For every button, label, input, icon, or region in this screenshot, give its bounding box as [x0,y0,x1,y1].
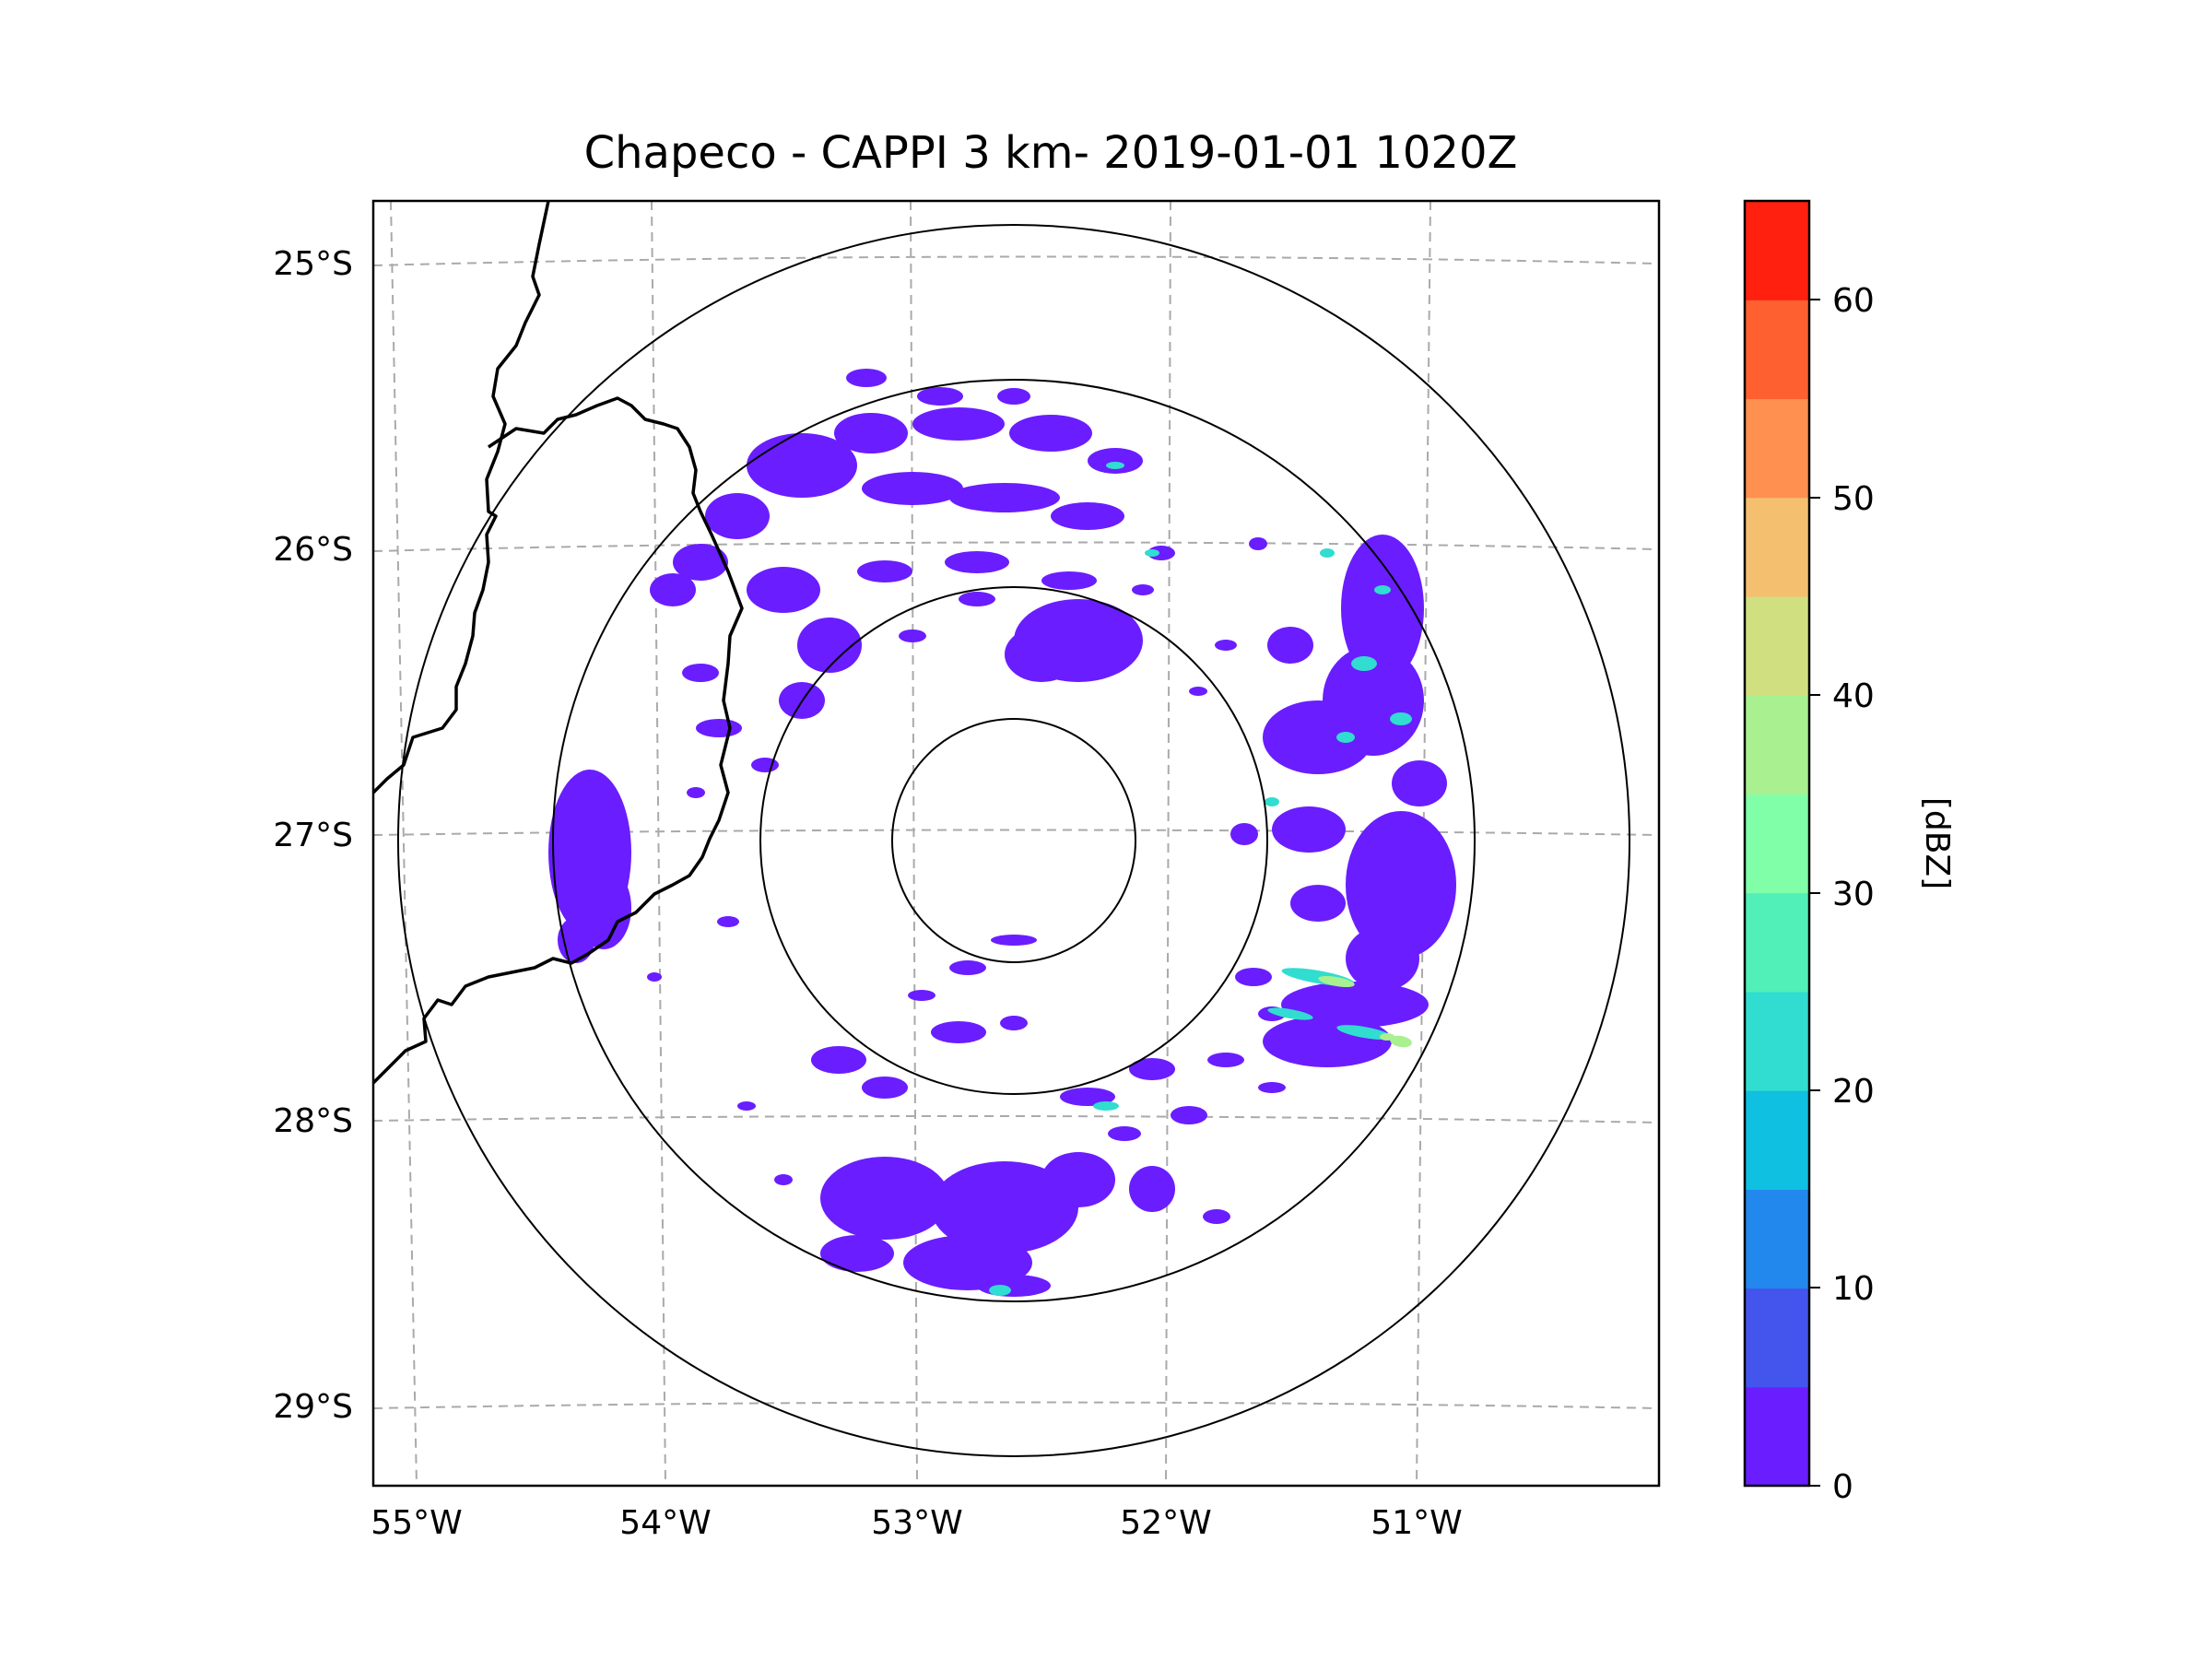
lon-tick-labels: 55°W 54°W 53°W 52°W 51°W [371,1504,1462,1542]
colorbar-segment [1745,300,1809,400]
colorbar: 0 10 20 30 40 50 60 [dBZ] [1743,199,1956,1506]
echo-cells-strong [1318,975,1412,1048]
colorbar-segments [1745,201,1809,1487]
map-frame [371,199,1661,1488]
colorbar-ticks [1809,299,1820,1487]
lon-label-51: 51°W [1371,1504,1462,1542]
lat-label-27: 27°S [273,817,353,854]
colorbar-segment [1745,398,1809,499]
echo-region-west [548,770,739,982]
range-ring-1 [891,718,1136,963]
cbar-label-10: 10 [1832,1270,1875,1308]
colorbar-segment [1745,892,1809,993]
gridline-lon-54 [651,201,666,1486]
range-ring-3 [552,379,1476,1302]
lat-label-25: 25°S [273,245,353,283]
lon-label-54: 54°W [619,1504,711,1542]
colorbar-segment [1745,595,1809,696]
lon-gridlines [390,201,1431,1486]
colorbar-segment [1745,201,1809,300]
cbar-label-60: 60 [1832,282,1875,320]
cbar-label-50: 50 [1832,480,1875,518]
colorbar-segment [1745,497,1809,597]
echo-region-east [1189,535,1456,1067]
cbar-label-20: 20 [1832,1073,1875,1111]
colorbar-segment [1745,695,1809,794]
lon-label-53: 53°W [871,1504,962,1542]
lat-label-29: 29°S [273,1388,353,1426]
lat-tick-labels: 25°S 26°S 27°S 28°S 29°S [273,245,353,1426]
lon-label-55: 55°W [371,1504,462,1542]
colorbar-tick-labels: 0 10 20 30 40 50 60 [1832,282,1875,1506]
colorbar-segment [1745,1386,1809,1487]
cbar-label-40: 40 [1832,677,1875,715]
cbar-label-0: 0 [1832,1468,1853,1506]
range-ring-2 [759,586,1268,1095]
colorbar-segment [1745,794,1809,894]
colorbar-segment [1745,1288,1809,1388]
gridline-lat-29 [373,1401,1659,1409]
colorbar-segment [1745,1189,1809,1289]
border-state-line [373,396,744,1085]
radar-echoes [548,369,1456,1297]
border-lines [373,201,744,1085]
gridline-lat-28 [373,1114,1659,1124]
gridline-lon-53 [910,201,918,1486]
lon-label-52: 52°W [1120,1504,1211,1542]
cbar-label-30: 30 [1832,876,1875,913]
echo-region-south [737,935,1286,1297]
lat-label-26: 26°S [273,531,353,569]
gridline-lat-26 [373,541,1659,552]
colorbar-frame [1743,199,1811,1488]
range-ring-4 [397,224,1630,1457]
range-rings [397,224,1630,1457]
chart-title: Chapeco - CAPPI 3 km- 2019-01-01 1020Z [583,127,1518,179]
colorbar-title: [dBZ] [1918,797,1956,889]
colorbar-segment [1745,991,1809,1091]
colorbar-segment [1745,1090,1809,1190]
echo-region-north [650,369,1175,772]
gridline-lat-25 [373,255,1659,266]
lat-label-28: 28°S [273,1102,353,1140]
gridline-lon-55 [390,201,418,1486]
border-argentina-brazil [373,201,550,794]
gridline-lon-52 [1165,201,1171,1486]
echo-cells-moderate [989,462,1412,1296]
